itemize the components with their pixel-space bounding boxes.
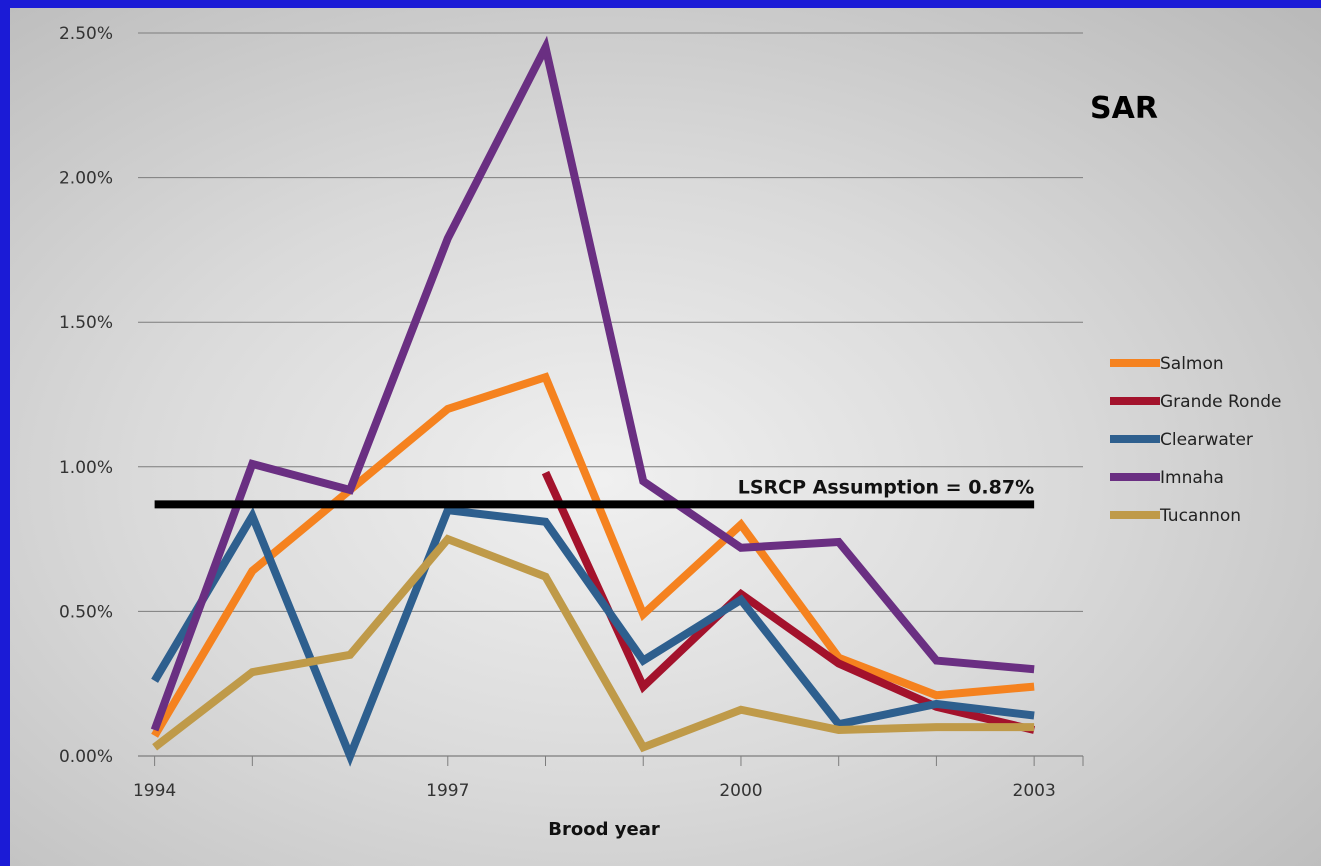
legend: Salmon Grande Ronde Clearwater Imnaha Tucann… <box>1110 354 1281 526</box>
x-tick-label: 1994 <box>133 781 176 801</box>
series-line-imnaha <box>150 35 1035 732</box>
series-line-salmon <box>151 372 1035 738</box>
series-lines <box>150 35 1036 767</box>
reference-line-label: LSRCP Assumption = 0.87% <box>738 476 1034 498</box>
y-tick-label: 1.00% <box>59 458 113 478</box>
axes: 0.00% 0.50% 1.00% 1.50% 2.00% 2.50% 1994 1997 20… <box>59 24 1084 801</box>
y-tick-label: 0.00% <box>59 747 113 767</box>
sar-line-chart: 0.00% 0.50% 1.00% 1.50% 2.00% 2.50% 1994 1997 20… <box>59 24 1282 840</box>
legend-label: Salmon <box>1160 354 1224 374</box>
slide-background: 0.00% 0.50% 1.00% 1.50% 2.00% 2.50% 1994 1997 20… <box>10 8 1321 866</box>
y-tick-label: 2.00% <box>59 169 113 189</box>
x-tick-label: 2000 <box>719 781 762 801</box>
y-tick-label: 2.50% <box>59 24 113 44</box>
y-tick-label: 0.50% <box>59 602 113 622</box>
x-tick-label: 2003 <box>1013 781 1056 801</box>
legend-label: Imnaha <box>1160 468 1224 488</box>
x-tick-label: 1997 <box>426 781 469 801</box>
legend-label: Grande Ronde <box>1160 392 1281 412</box>
reference-line-group: LSRCP Assumption = 0.87% <box>154 476 1035 509</box>
x-axis-title: Brood year <box>548 819 660 840</box>
legend-label: Tucannon <box>1159 506 1241 526</box>
series-line-clearwater <box>151 505 1035 767</box>
series-line-tucannon <box>152 534 1035 753</box>
y-tick-label: 1.50% <box>59 313 113 333</box>
series-line-grande-ronde <box>541 470 1036 734</box>
chart-title: SAR <box>1090 91 1158 126</box>
legend-label: Clearwater <box>1160 430 1253 450</box>
